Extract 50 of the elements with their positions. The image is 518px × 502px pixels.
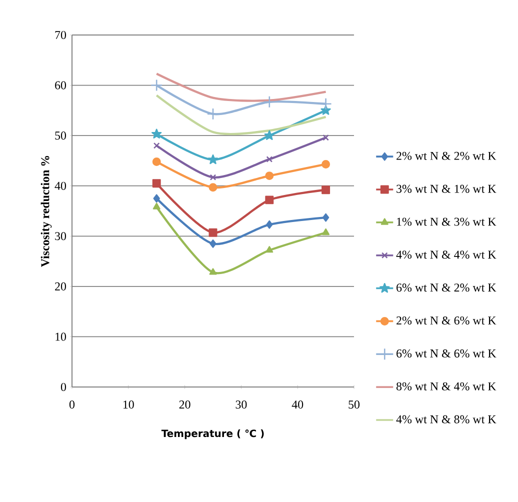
point xyxy=(266,246,274,253)
point xyxy=(322,160,330,168)
point xyxy=(153,142,160,149)
y-tick-label: 50 xyxy=(55,132,66,140)
point xyxy=(210,174,216,180)
point xyxy=(265,172,274,180)
point xyxy=(152,202,160,210)
point xyxy=(208,228,218,237)
point xyxy=(150,79,163,92)
point xyxy=(209,268,217,275)
point xyxy=(152,179,161,188)
legend-label: 2% wt N & 2% wt K xyxy=(396,152,496,160)
point xyxy=(264,130,274,140)
legend-label: 8% wt N & 4% wt K xyxy=(396,382,496,390)
point xyxy=(266,156,273,162)
point xyxy=(322,186,330,194)
y-tick-label: 10 xyxy=(56,332,66,341)
line-series xyxy=(156,72,327,102)
point xyxy=(322,213,330,222)
point xyxy=(152,128,162,138)
y-tick-label: 70 xyxy=(55,30,66,40)
y-tick-label: 60 xyxy=(55,81,66,90)
point xyxy=(208,183,218,192)
point xyxy=(322,134,329,141)
point xyxy=(266,220,273,229)
legend-label: 4% wt N & 4% wt K xyxy=(396,250,496,259)
legend-label: 4% wt N & 8% wt K xyxy=(396,415,496,424)
point xyxy=(322,228,330,236)
legend-label: 3% wt N & 1% wt K xyxy=(396,184,496,193)
point xyxy=(153,194,160,203)
legend-label: 1% wt N & 3% wt K xyxy=(397,218,496,226)
x-tick-label: 0 xyxy=(69,400,75,409)
x-tick-label: 10 xyxy=(123,400,134,409)
y-tick-label: 0 xyxy=(60,382,66,392)
y-axis-title: Viscosity reduction % xyxy=(40,156,52,267)
x-tick-label: 20 xyxy=(179,400,190,409)
point xyxy=(208,154,218,164)
y-tick-label: 20 xyxy=(55,282,66,290)
y-tick-label: 40 xyxy=(54,182,66,190)
point xyxy=(265,196,274,204)
legend-label: 6% wt N & 2% wt K xyxy=(396,284,496,292)
legend-label: 2% wt N & 6% wt K xyxy=(396,316,496,325)
x-tick-label: 50 xyxy=(348,400,360,409)
point xyxy=(210,239,216,248)
x-tick-label: 30 xyxy=(236,400,247,409)
point xyxy=(152,157,161,166)
x-tick-label: 40 xyxy=(292,400,304,409)
y-tick-label: 30 xyxy=(55,232,66,240)
x-axis-title: Temperature ( ℃ ) xyxy=(161,429,264,440)
legend-label: 6% wt N & 6% wt K xyxy=(396,349,496,358)
